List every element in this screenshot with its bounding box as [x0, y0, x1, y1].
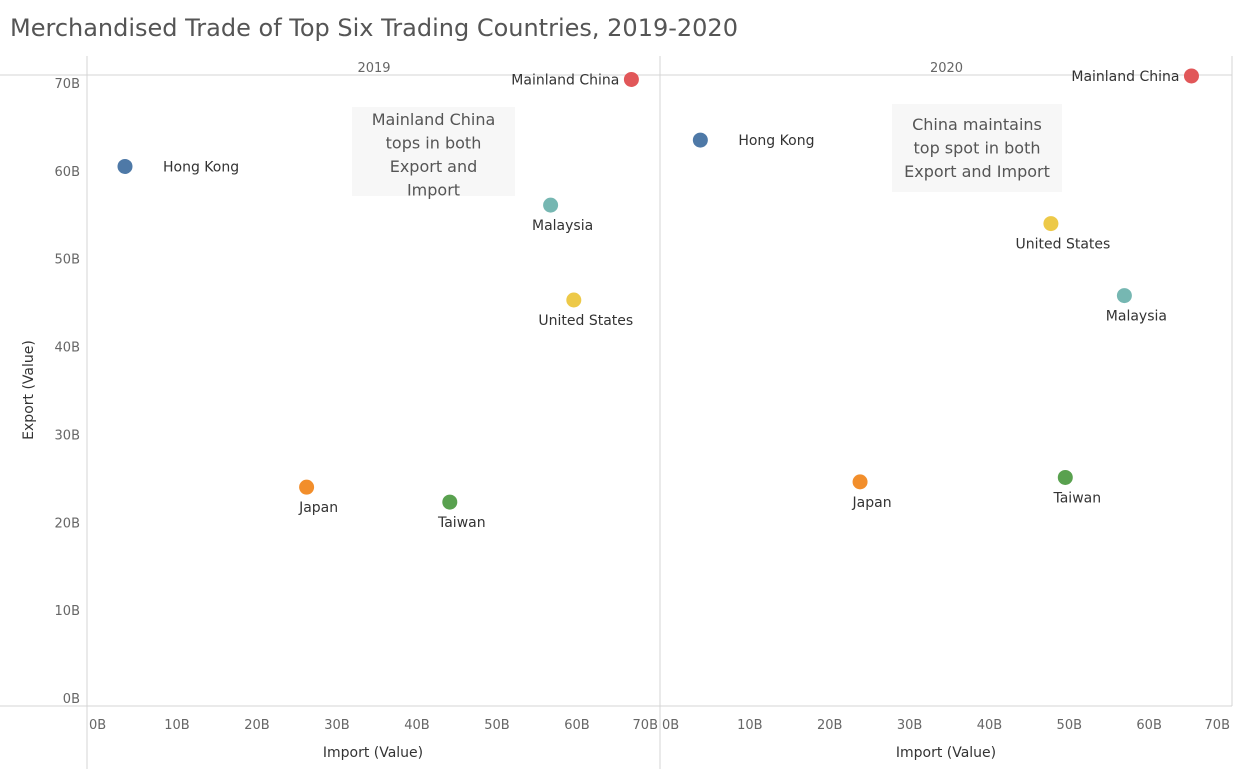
point-label: Japan: [852, 495, 892, 511]
point-label: Taiwan: [1052, 490, 1101, 506]
y-tick-label: 0B: [63, 692, 80, 707]
y-axis-label: Export (Value): [21, 340, 37, 440]
x-tick-label: 60B: [1136, 718, 1161, 733]
y-tick-label: 20B: [55, 516, 80, 531]
x-tick-label: 20B: [817, 718, 842, 733]
annotation-line: top spot in both: [914, 139, 1041, 158]
annotation-line: China maintains: [912, 115, 1042, 134]
annotation-2019: Mainland China tops in both Export and Impo…: [352, 107, 515, 200]
x-tick-label: 30B: [324, 718, 349, 733]
annotation-box: [892, 104, 1062, 192]
annotation-line: Import: [407, 181, 460, 200]
y-tick-label: 70B: [55, 77, 80, 92]
x-tick-label: 0B: [89, 718, 106, 733]
y-tick-label: 30B: [55, 428, 80, 443]
annotation-line: tops in both: [386, 134, 482, 153]
x-tick-label: 40B: [977, 718, 1002, 733]
chart-title: Merchandised Trade of Top Six Trading Co…: [10, 14, 738, 42]
point-japan: [852, 474, 868, 490]
y-tick-label: 60B: [55, 165, 80, 180]
chart-marks: Mainland China tops in both Export and Impo…: [117, 68, 1199, 531]
point-japan: [299, 479, 315, 495]
x-tick-label: 60B: [564, 718, 589, 733]
point-label: Malaysia: [532, 218, 593, 234]
point-label: Mainland China: [1071, 69, 1179, 85]
point-taiwan: [1057, 469, 1073, 485]
x-tick-label: 70B: [1205, 718, 1230, 733]
annotation-line: Mainland China: [372, 110, 496, 129]
point-taiwan: [442, 494, 458, 510]
panel-header-2019: 2019: [357, 61, 390, 76]
point-label: Hong Kong: [738, 133, 814, 149]
point-label: Taiwan: [437, 515, 486, 531]
point-label: Mainland China: [511, 72, 619, 88]
x-tick-label: 10B: [737, 718, 762, 733]
panel-header-2020: 2020: [930, 61, 963, 76]
x-tick-label: 50B: [484, 718, 509, 733]
point-hong-kong: [692, 132, 708, 148]
point-united-states: [566, 292, 582, 308]
annotation-line: Export and Import: [904, 162, 1050, 181]
point-malaysia: [1116, 288, 1132, 304]
point-united-states: [1043, 216, 1059, 232]
annotation-line: Export and: [390, 157, 478, 176]
point-mainland-china: [1183, 68, 1199, 84]
y-tick-label: 50B: [55, 253, 80, 268]
y-tick-label: 40B: [55, 341, 80, 356]
point-mainland-china: [623, 71, 639, 87]
chart-frame: 0B 10B 20B 30B 40B 50B 60B 70B Export (Value) 201…: [0, 56, 1233, 769]
point-label: Hong Kong: [163, 159, 239, 175]
annotation-box: [352, 107, 515, 196]
y-tick-label: 10B: [55, 604, 80, 619]
x-tick-label: 40B: [404, 718, 429, 733]
point-label: United States: [538, 313, 633, 329]
x-tick-label: 70B: [633, 718, 658, 733]
x-tick-label: 10B: [164, 718, 189, 733]
x-tick-label: 50B: [1057, 718, 1082, 733]
point-hong-kong: [117, 158, 133, 174]
point-label: United States: [1016, 237, 1111, 253]
x-tick-label: 0B: [662, 718, 679, 733]
point-label: Malaysia: [1106, 309, 1167, 325]
x-axis-label: Import (Value): [896, 745, 996, 761]
x-tick-label: 30B: [897, 718, 922, 733]
x-tick-label: 20B: [244, 718, 269, 733]
x-axis-label: Import (Value): [323, 745, 423, 761]
point-malaysia: [543, 197, 559, 213]
annotation-2020: China maintains top spot in both Export an…: [892, 104, 1062, 192]
point-label: Japan: [298, 500, 338, 516]
